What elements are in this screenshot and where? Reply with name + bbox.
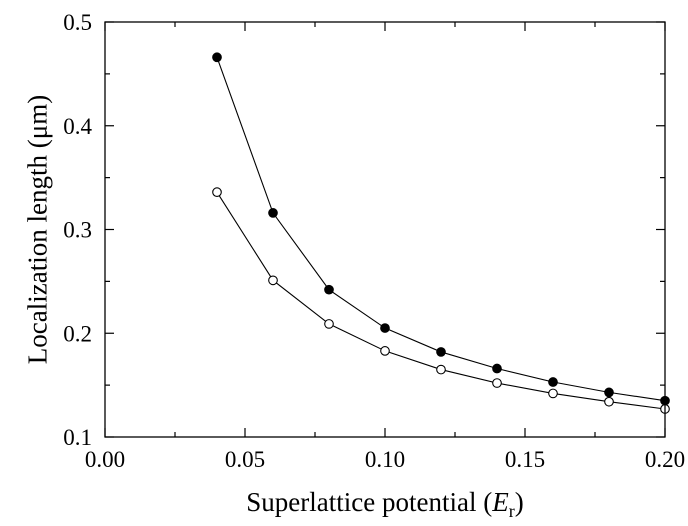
filled-data-point <box>324 284 334 295</box>
filled-data-point <box>268 208 278 218</box>
series-open-circle <box>212 187 670 414</box>
x-tick-label: 0.15 <box>505 447 545 472</box>
open-data-point <box>604 396 614 407</box>
series-layer <box>212 52 670 414</box>
open-data-point <box>324 319 334 329</box>
filled-data-point <box>380 323 390 333</box>
y-tick-label: 0.2 <box>63 321 92 346</box>
open-data-point <box>436 364 446 375</box>
series-line <box>216 191 666 410</box>
y-tick-label: 0.3 <box>63 218 92 243</box>
filled-data-point <box>548 377 558 387</box>
x-axis-title-subscript: r <box>509 501 515 521</box>
filled-data-point <box>212 52 222 63</box>
open-data-point <box>268 275 278 286</box>
x-tick-label: 0.05 <box>225 447 265 472</box>
x-axis-title-close: ) <box>515 487 524 517</box>
axis-ticks <box>104 21 666 438</box>
y-tick-label: 0.1 <box>63 425 92 450</box>
x-tick-label: 0.20 <box>645 447 685 472</box>
x-tick-label: 0.10 <box>365 447 405 472</box>
series-filled-circle <box>212 52 670 406</box>
open-data-point <box>212 187 222 197</box>
y-tick-label: 0.5 <box>63 10 92 35</box>
y-tick-label: 0.4 <box>63 114 92 139</box>
open-data-point <box>548 388 558 399</box>
open-data-point <box>380 346 390 356</box>
x-axis-title: Superlattice potential (Er) <box>246 487 523 521</box>
filled-data-point <box>604 387 614 398</box>
y-axis-title: Localization length (μm) <box>22 95 52 364</box>
x-axis-title-text: Superlattice potential ( <box>246 487 492 517</box>
x-axis-title-symbol: E <box>491 487 509 517</box>
filled-data-point <box>492 363 502 374</box>
tick-labels: 0.00 0.05 0.10 0.15 0.20 0.1 0.2 0.3 0.4 0.5 <box>63 10 685 472</box>
open-data-point <box>492 378 502 388</box>
plot-frame <box>104 21 666 438</box>
filled-data-point <box>436 347 446 357</box>
x-tick-label: 0.00 <box>85 447 125 472</box>
